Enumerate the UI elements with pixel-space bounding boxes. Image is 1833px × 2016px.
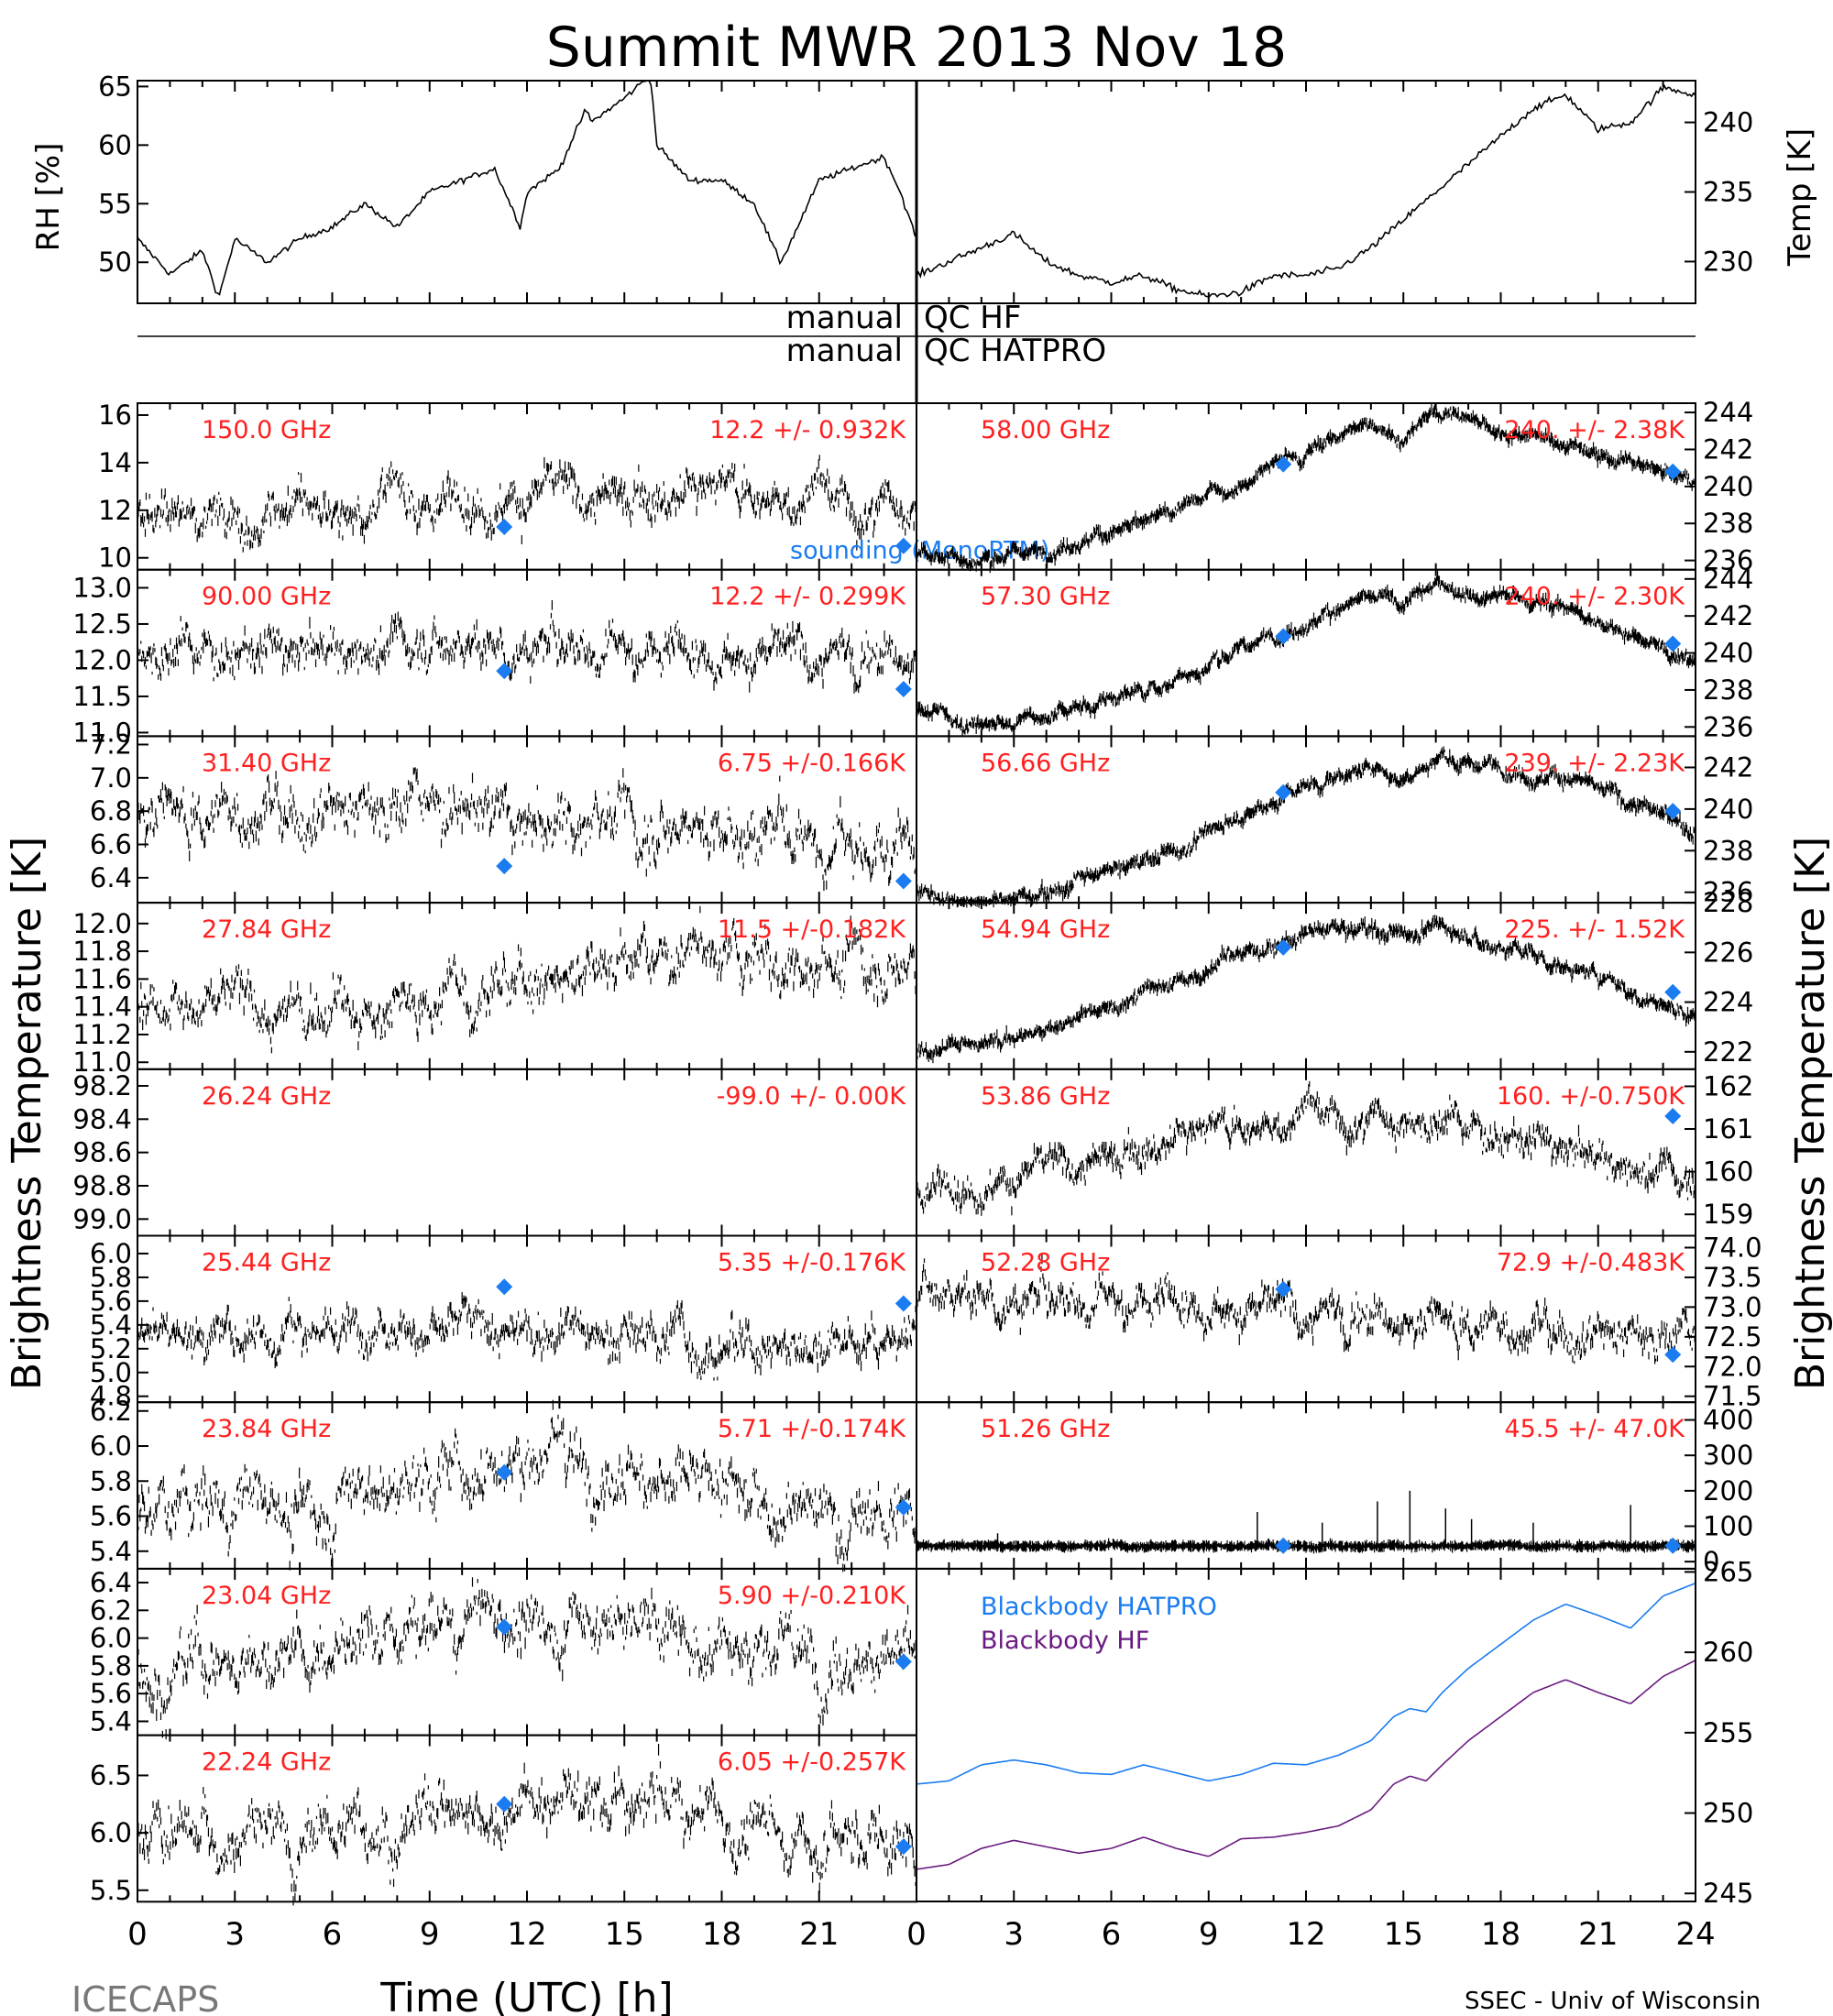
y-tick-label: 7.2 xyxy=(90,729,132,760)
sounding-marker xyxy=(895,872,912,890)
sounding-marker xyxy=(496,663,513,680)
y-tick-label: 11.2 xyxy=(72,1019,132,1050)
y-tick-label: 60 xyxy=(98,129,132,160)
panel-rh: 50 55 60 65 xyxy=(98,71,917,303)
panel-temp: 230 235 240 xyxy=(916,81,1753,303)
y-tick-label: 6.0 xyxy=(90,1238,132,1269)
y-tick-label: 4.8 xyxy=(90,1381,132,1412)
y-tick-label: 98.8 xyxy=(72,1170,132,1201)
series-line xyxy=(916,83,1696,298)
frequency-label: 31.40 GHz xyxy=(202,749,331,777)
y-tick-label: 11.5 xyxy=(72,681,132,712)
series-line xyxy=(137,80,917,296)
panels-layer: 50 55 60 65 230 235 240 10 12 14 16 150.0 GHz 12.2 +… xyxy=(72,71,1762,1953)
y-tick-label: 5.8 xyxy=(90,1262,132,1293)
y-tick-label: 16 xyxy=(98,400,132,431)
y-tick-label: 235 xyxy=(1703,177,1753,208)
y-tick-label: 5.2 xyxy=(90,1333,132,1364)
sounding-marker xyxy=(895,681,912,698)
y-tick-label: 230 xyxy=(1703,246,1753,277)
trace-points xyxy=(137,1292,916,1381)
y-tick-label: 6.6 xyxy=(90,829,132,860)
stats-label: 12.2 +/- 0.299K xyxy=(709,583,906,611)
y-tick-label: 12 xyxy=(98,495,132,526)
y-tick-label: 11.0 xyxy=(72,1046,132,1078)
y-tick-label: 5.0 xyxy=(90,1357,132,1388)
panel-bt_90: 11.0 11.5 12.0 12.5 13.0 90.00 GHz 12.2 +/- 0.… xyxy=(72,569,917,748)
panel-bt_26: 98.298.498.698.899.0 26.24 GHz -99.0 +/- 0… xyxy=(72,1068,917,1236)
y-tick-label: 11.4 xyxy=(72,992,132,1023)
stats-label: 6.75 +/-0.166K xyxy=(718,749,906,777)
y-tick-label: 6.8 xyxy=(90,795,132,827)
panel-bt_25: 4.85.05.25.45.65.86.0 25.44 GHz 5.35 +/-0.… xyxy=(90,1235,917,1412)
y-tick-label: 13.0 xyxy=(72,572,132,603)
y-tick-label: 98.2 xyxy=(72,1070,132,1101)
y-tick-label: 50 xyxy=(98,247,132,278)
stats-label: 11.5 +/-0.182K xyxy=(718,915,906,944)
y-tick-label: 5.6 xyxy=(90,1286,132,1317)
y-tick-label: 5.4 xyxy=(90,1309,132,1341)
y-tick-label: 240 xyxy=(1703,107,1753,138)
y-tick-label: 7.0 xyxy=(90,762,132,794)
y-tick-label: 11.6 xyxy=(72,963,132,994)
trace-points xyxy=(137,767,916,892)
sounding-marker xyxy=(496,858,513,875)
stats-label: 12.2 +/- 0.932K xyxy=(709,416,906,444)
chart-title: Summit MWR 2013 Nov 18 xyxy=(546,16,1287,80)
panel-frame xyxy=(916,80,1696,304)
y-tick-label: 11.0 xyxy=(72,717,132,748)
y-tick-label: 99.0 xyxy=(72,1203,132,1234)
frequency-label: 26.24 GHz xyxy=(202,1082,331,1111)
y-tick-label: 12.0 xyxy=(72,908,132,939)
panel-frame xyxy=(137,80,917,304)
y-tick-label: 6.4 xyxy=(90,862,132,893)
frequency-label: 27.84 GHz xyxy=(202,915,331,944)
y-tick-label: 55 xyxy=(98,188,132,219)
stats-label: -99.0 +/- 0.00K xyxy=(717,1082,907,1111)
y-tick-label: 12.5 xyxy=(72,608,132,640)
trace-points xyxy=(137,455,916,553)
y-tick-label: 10 xyxy=(98,542,132,574)
panel-bt_31: 6.46.66.87.07.2 31.40 GHz 6.75 +/-0.166K xyxy=(90,729,917,904)
y-tick-label: 11.8 xyxy=(72,936,132,967)
y-tick-label: 65 xyxy=(98,71,132,102)
sounding-marker xyxy=(895,537,912,554)
frequency-label: 90.00 GHz xyxy=(202,583,331,611)
panel-bt_27: 11.011.211.411.611.812.0 27.84 GHz 11.5 +/… xyxy=(72,903,917,1078)
trace-points xyxy=(137,600,916,694)
y-tick-label: 14 xyxy=(98,447,132,478)
trace-points xyxy=(137,905,916,1054)
frequency-label: 150.0 GHz xyxy=(202,416,331,444)
y-tick-label: 12.0 xyxy=(72,644,132,675)
sounding-marker xyxy=(496,518,513,535)
y-tick-label: 98.6 xyxy=(72,1137,132,1168)
y-tick-label: 98.4 xyxy=(72,1103,132,1134)
